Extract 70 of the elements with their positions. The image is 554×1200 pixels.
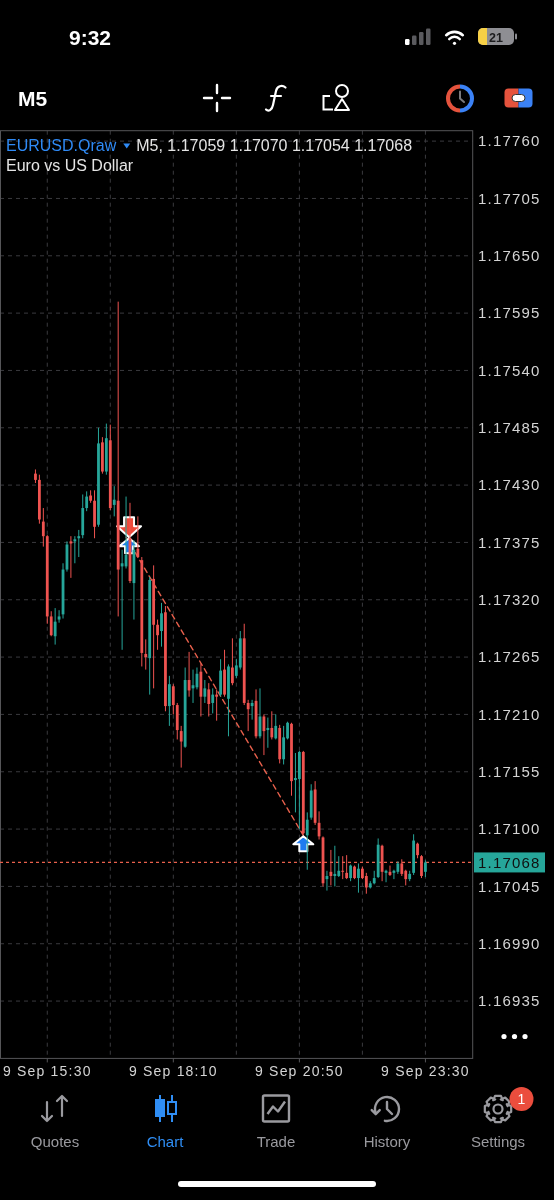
candlestick xyxy=(333,845,337,887)
candlestick xyxy=(274,713,278,740)
y-tick-label: 1.17100 xyxy=(478,820,541,838)
text: Chart xyxy=(146,1133,185,1150)
candlestick xyxy=(337,855,341,878)
candlestick xyxy=(171,683,175,715)
candlestick xyxy=(179,725,183,769)
text: 9:32 xyxy=(68,26,112,49)
candlestick xyxy=(266,717,270,749)
annotation: M5, 1.17059 1.17070 1.17054 1.17068 xyxy=(136,137,413,154)
candlestick xyxy=(294,752,297,813)
candlestick xyxy=(41,507,45,548)
x-tick-label: 9 Sep 23:30 xyxy=(381,1063,470,1079)
candlestick xyxy=(160,602,163,648)
text: Euro vs US Dollar xyxy=(6,157,134,174)
candlestick xyxy=(282,725,286,765)
candlestick xyxy=(112,485,116,517)
text: M5 xyxy=(18,87,48,110)
candlestick xyxy=(246,699,250,732)
candlestick xyxy=(305,811,309,871)
y-tick-label: 1.17265 xyxy=(478,648,541,666)
candlestick xyxy=(136,515,140,559)
candlestick xyxy=(270,710,274,740)
candlestick xyxy=(156,619,159,651)
candlestick xyxy=(53,607,57,646)
ref-line-label: 1.17068 xyxy=(478,853,541,871)
chart-title: EURUSD.Qraw xyxy=(6,137,117,154)
text: 21 xyxy=(489,30,503,45)
text: Quotes xyxy=(30,1133,80,1150)
candlestick xyxy=(345,854,349,880)
candlestick xyxy=(231,637,234,686)
candlestick xyxy=(341,855,345,880)
y-tick-label: 1.17540 xyxy=(478,361,541,379)
x-tick-label: 9 Sep 18:10 xyxy=(128,1063,218,1079)
y-tick-label: 1.17650 xyxy=(478,247,541,265)
y-tick-label: 1.17210 xyxy=(478,705,541,723)
y-tick-label: 1.16990 xyxy=(478,934,541,952)
x-tick-label: 9 Sep 20:50 xyxy=(255,1063,344,1079)
candlestick xyxy=(167,675,171,727)
candlestick xyxy=(49,610,53,637)
candlestick xyxy=(120,549,124,651)
text: Trade xyxy=(256,1133,296,1150)
candlestick xyxy=(329,849,333,886)
candlestick xyxy=(420,854,423,879)
text: Settings xyxy=(470,1133,526,1150)
y-tick-label: 1.17320 xyxy=(478,591,541,609)
text: 1 xyxy=(517,1091,526,1107)
candlestick xyxy=(77,529,81,558)
y-tick-label: 1.17375 xyxy=(478,533,541,551)
candlestick xyxy=(357,862,360,894)
candlestick xyxy=(211,687,215,714)
candlestick xyxy=(144,638,148,671)
candlestick xyxy=(207,682,211,718)
candlestick xyxy=(250,699,254,721)
y-tick-label: 1.17705 xyxy=(478,189,541,207)
y-tick-label: 1.17595 xyxy=(478,304,541,322)
candlestick xyxy=(215,688,219,722)
candlestick xyxy=(203,679,207,704)
text: History xyxy=(363,1133,411,1150)
y-tick-label: 1.17430 xyxy=(478,476,541,494)
candlestick xyxy=(73,535,77,564)
y-tick-label: 1.17155 xyxy=(478,763,541,780)
y-tick-label: 1.17760 xyxy=(478,132,541,150)
y-tick-label: 1.17485 xyxy=(478,419,541,437)
y-tick-label: 1.17045 xyxy=(478,877,541,895)
candlestick xyxy=(219,658,222,698)
x-tick-label: 9 Sep 15:30 xyxy=(2,1063,92,1079)
candlestick xyxy=(85,490,89,512)
y-tick-label: 1.16935 xyxy=(478,992,541,1010)
candlestick xyxy=(364,872,368,895)
